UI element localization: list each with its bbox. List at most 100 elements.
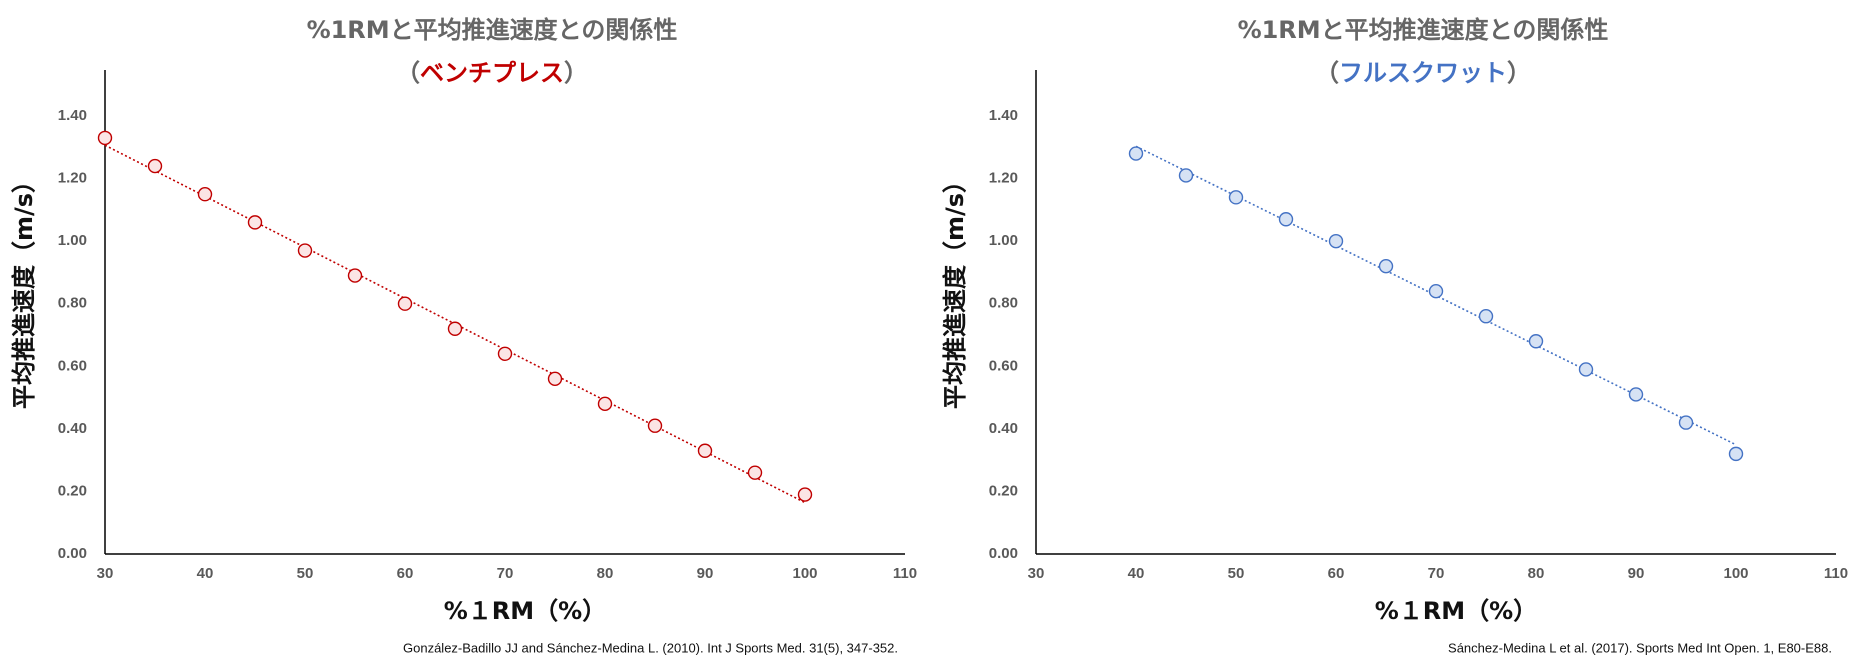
data-point	[97, 130, 113, 146]
y-tick-label: 1.00	[989, 232, 1018, 249]
y-tick-label: 0.20	[58, 482, 87, 499]
data-point	[1428, 284, 1444, 299]
y-tick-label: 0.80	[58, 295, 87, 312]
subtitle-exercise-name: ベンチプレス	[420, 59, 564, 87]
data-point-marker	[1678, 415, 1694, 430]
data-point-marker	[97, 130, 113, 146]
data-point	[1278, 212, 1294, 227]
data-point-marker	[247, 215, 263, 230]
x-tick-label: 70	[1428, 565, 1445, 582]
data-point	[247, 215, 263, 230]
data-point	[1128, 146, 1144, 161]
y-tick-label: 0.20	[989, 482, 1018, 499]
data-point	[1378, 258, 1394, 274]
data-point	[697, 443, 713, 458]
data-point-marker	[597, 396, 613, 412]
data-point-marker	[1478, 309, 1494, 324]
data-point	[197, 187, 213, 202]
subtitle-close-paren: ）	[1507, 59, 1531, 87]
data-point-marker	[1128, 146, 1144, 161]
subtitle-exercise-name: フルスクワット	[1339, 59, 1507, 87]
x-tick-label: 100	[792, 565, 817, 582]
data-point-marker	[1178, 168, 1194, 183]
data-point-marker	[347, 268, 363, 283]
x-tick-label: 90	[697, 565, 714, 582]
x-tick-label: 40	[1128, 565, 1145, 582]
data-point	[1528, 334, 1544, 349]
x-tick-label: 100	[1723, 565, 1748, 582]
data-point-marker	[197, 187, 213, 202]
data-point-marker	[797, 487, 813, 502]
data-point	[1578, 362, 1594, 377]
data-point	[397, 296, 413, 311]
y-axis-title: 平均推進速度（m/s）	[941, 169, 969, 409]
x-tick-label: 50	[297, 565, 314, 582]
subtitle-open-paren: （	[396, 59, 420, 87]
citation-text: Sánchez-Medina L et al. (2017). Sports M…	[1448, 640, 1832, 655]
data-point-marker	[547, 371, 563, 386]
chart-title: %1RMと平均推進速度との関係性	[307, 16, 678, 44]
data-point	[347, 268, 363, 283]
data-point-marker	[447, 321, 463, 336]
data-point	[797, 487, 813, 502]
x-tick-label: 80	[597, 565, 614, 582]
y-tick-label: 0.60	[989, 357, 1018, 374]
x-tick-label: 110	[1824, 565, 1848, 582]
data-point-marker	[1428, 284, 1444, 299]
x-tick-label: 60	[397, 565, 414, 582]
data-point-marker	[1728, 446, 1744, 462]
data-point	[297, 243, 313, 258]
chart-panel-bench-press: %1RMと平均推進速度との関係性 （ベンチプレス） 0.00 0.20 0.40 0.60…	[10, 16, 917, 655]
y-tick-label: 0.80	[989, 295, 1018, 312]
x-tick-label: 90	[1628, 565, 1645, 582]
y-tick-label: 0.40	[58, 420, 87, 437]
x-tick-label: 50	[1228, 565, 1245, 582]
data-point	[1478, 309, 1494, 324]
data-point-marker	[1228, 190, 1244, 205]
data-point	[1328, 233, 1344, 249]
data-point-marker	[147, 158, 163, 174]
data-point-marker	[1278, 212, 1294, 227]
x-tick-label: 80	[1528, 565, 1545, 582]
y-tick-label: 1.00	[58, 232, 87, 249]
y-axis-title: 平均推進速度（m/s）	[10, 169, 38, 409]
x-tick-label: 110	[893, 565, 917, 582]
data-point-marker	[1328, 233, 1344, 249]
data-point	[497, 346, 513, 361]
x-tick-label: 30	[97, 565, 114, 582]
data-point-marker	[747, 465, 763, 480]
x-tick-label: 70	[497, 565, 514, 582]
y-tick-label: 0.00	[58, 545, 87, 562]
data-point	[1178, 168, 1194, 183]
subtitle-open-paren: （	[1315, 59, 1339, 87]
data-point	[1678, 415, 1694, 430]
y-tick-label: 1.40	[989, 107, 1018, 124]
data-point	[1628, 387, 1644, 402]
subtitle-close-paren: ）	[564, 59, 588, 87]
y-tick-label: 1.20	[58, 170, 87, 187]
x-tick-label: 30	[1028, 565, 1045, 582]
x-axis-title: %１RM（%）	[1375, 597, 1537, 625]
data-point-marker	[647, 418, 663, 433]
data-point	[647, 418, 663, 433]
data-point	[547, 371, 563, 386]
y-tick-label: 0.00	[989, 545, 1018, 562]
data-point-marker	[1378, 258, 1394, 274]
x-axis-title: %１RM（%）	[444, 597, 606, 625]
data-point	[447, 321, 463, 336]
chart-title: %1RMと平均推進速度との関係性	[1238, 16, 1609, 44]
y-tick-label: 1.40	[58, 107, 87, 124]
y-tick-label: 1.20	[989, 170, 1018, 187]
y-tick-label: 0.60	[58, 357, 87, 374]
x-tick-label: 40	[197, 565, 214, 582]
x-tick-label: 60	[1328, 565, 1345, 582]
data-point	[597, 396, 613, 412]
data-point	[1228, 190, 1244, 205]
chart-subtitle: （ベンチプレス）	[396, 59, 588, 87]
chart-panel-full-squat: %1RMと平均推進速度との関係性 （フルスクワット） 0.00 0.20 0.40 0.6…	[941, 16, 1848, 655]
data-point-marker	[497, 346, 513, 361]
data-point-marker	[397, 296, 413, 311]
chart-subtitle: （フルスクワット）	[1315, 59, 1531, 87]
data-point-marker	[1578, 362, 1594, 377]
